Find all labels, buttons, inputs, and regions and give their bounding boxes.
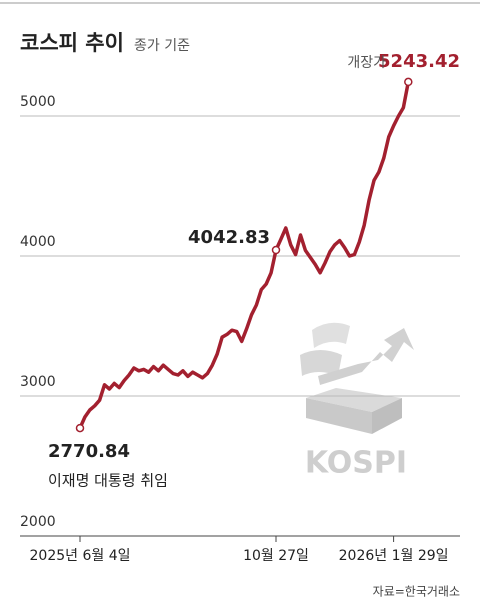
kospi-logo: KOSPI	[300, 322, 414, 481]
data-line	[78, 81, 411, 429]
y-tick-label: 4000	[20, 234, 56, 250]
x-tick-label: 10월 27일	[243, 548, 309, 564]
point-marker	[404, 77, 413, 87]
point-marker	[75, 423, 85, 433]
logo-text: KOSPI	[305, 446, 407, 481]
x-tick-label: 2025년 6월 4일	[30, 548, 131, 564]
y-tick-label: 3000	[20, 374, 56, 390]
value-label: 5243.42	[378, 51, 460, 72]
point-marker	[271, 245, 281, 255]
x-tick-label: 2026년 1월 29일	[339, 548, 449, 564]
annotation: 개장가	[347, 55, 386, 71]
chart-subtitle: 종가 기준	[134, 38, 190, 54]
y-tick-label: 5000	[20, 94, 56, 110]
y-tick-label: 2000	[20, 514, 56, 530]
source: 자료=한국거래소	[373, 585, 460, 599]
chart-title: 코스피 추이	[20, 31, 124, 55]
value-label: 4042.83	[188, 227, 270, 248]
annotation: 이재명 대통령 취임	[48, 472, 168, 490]
value-label: 2770.84	[48, 441, 130, 462]
